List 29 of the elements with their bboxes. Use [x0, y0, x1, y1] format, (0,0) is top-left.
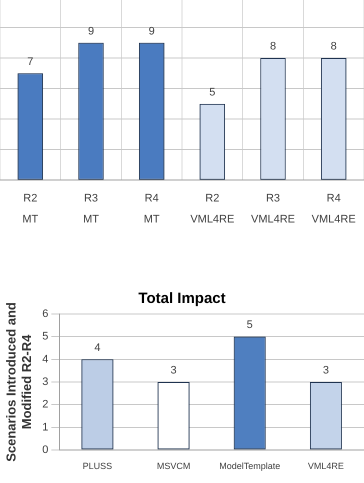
data-label: 4	[94, 342, 100, 354]
data-label: 9	[148, 25, 155, 38]
chart-title: Total Impact	[138, 290, 226, 308]
data-label: 9	[88, 25, 94, 38]
x-tick-label: R2 VML4RE	[190, 192, 234, 226]
x-tick-label: R3 VML4RE	[250, 192, 296, 226]
y-axis-title: Scenarios Introduced and Modified R2-R4	[3, 302, 34, 462]
x-tick-label: VML4RE	[308, 460, 344, 471]
data-label: 7	[27, 56, 34, 68]
x-tick-label: PLUSS	[82, 460, 112, 471]
x-tick-label: R3 MT	[83, 192, 100, 226]
data-label: 3	[170, 364, 177, 376]
y-tick-label: 0	[42, 444, 48, 456]
y-tick-label: 3	[42, 376, 48, 388]
x-tick-label: ModelTemplate	[219, 460, 280, 471]
data-label: 8	[270, 40, 276, 53]
x-tick-label: R4 VML4RE	[312, 192, 356, 226]
x-tick-label: R2 MT	[22, 192, 39, 226]
y-tick-label: 5	[42, 330, 48, 343]
data-label: 5	[246, 319, 253, 332]
data-label: 5	[209, 86, 216, 98]
y-tick-label: 1	[42, 421, 48, 434]
data-label: 3	[322, 364, 329, 376]
y-tick-label: 2	[42, 398, 48, 411]
x-tick-label: R4 MT	[144, 192, 160, 226]
data-label: 8	[330, 40, 337, 53]
x-tick-label: MSVCM	[156, 460, 190, 471]
y-tick-label: 6	[42, 308, 48, 320]
y-tick-label: 4	[42, 353, 48, 366]
